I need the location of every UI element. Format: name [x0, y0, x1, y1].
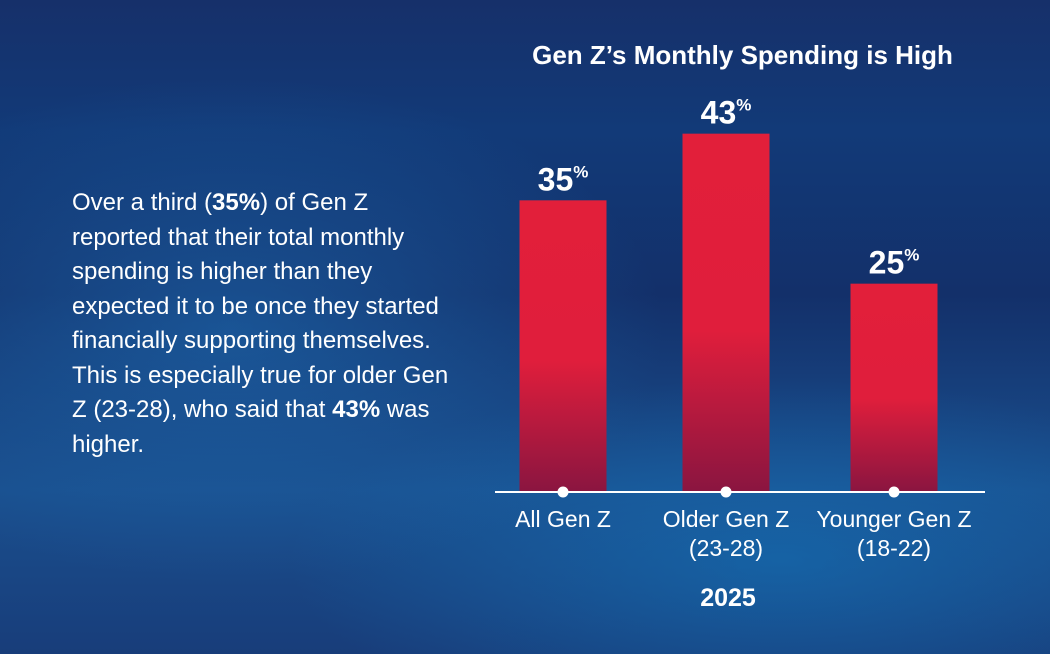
bar-1 — [519, 200, 607, 493]
x-tick-labels-group: All Gen Z Older Gen Z (23-28) Younger Gen Z… — [515, 486, 972, 561]
value-labels-group: 35% 43% 25% — [538, 95, 920, 281]
bar-3 — [850, 283, 938, 492]
tick-dot-3 — [888, 486, 900, 498]
tick-label-1-line-1: All Gen Z — [515, 506, 611, 532]
value-label-2: 43% — [701, 95, 752, 131]
bar-2 — [682, 133, 770, 492]
bars-group — [519, 133, 938, 493]
tick-label-2-line-2: (23-28) — [689, 535, 763, 561]
x-axis-label: 2025 — [700, 584, 756, 612]
narrative-part-3: was higher. — [72, 396, 430, 458]
chart-title: Gen Z’s Monthly Spending is High — [532, 40, 953, 70]
tick-dot-1 — [557, 486, 569, 498]
value-label-1: 35% — [538, 161, 589, 197]
narrative-highlight-35: 35% — [212, 189, 261, 216]
tick-label-3-line-2: (18-22) — [857, 535, 931, 561]
value-label-3: 25% — [869, 245, 920, 281]
narrative-highlight-43: 43% — [332, 396, 381, 423]
narrative-text: Over a third (35%) of Gen Z reported tha… — [72, 186, 462, 462]
tick-label-3-line-1: Younger Gen Z — [816, 506, 971, 532]
narrative-part-2: ) of Gen Z reported that their total mon… — [72, 189, 449, 423]
narrative-part-1: Over a third ( — [72, 189, 213, 216]
tick-label-2-line-1: Older Gen Z — [663, 506, 790, 532]
tick-dot-2 — [720, 486, 732, 498]
